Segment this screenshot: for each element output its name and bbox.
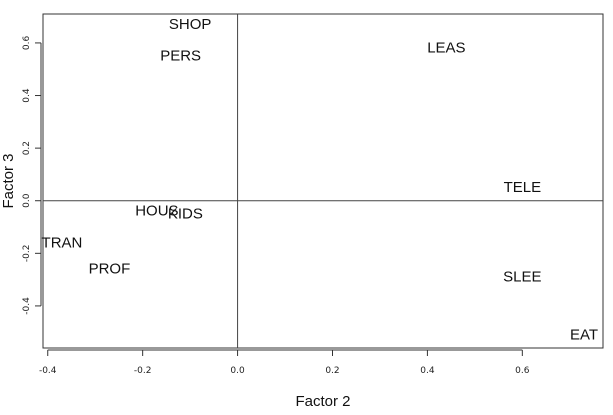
x-tick-label: 0.2 — [325, 366, 339, 376]
point-label-leas: LEAS — [427, 40, 465, 57]
point-label-tele: TELE — [504, 179, 542, 196]
y-tick-label: 0.6 — [22, 36, 32, 51]
y-tick-label: 0.0 — [22, 193, 32, 208]
y-tick-label: 0.2 — [22, 141, 32, 155]
x-axis: -0.4 -0.2 0.0 0.2 0.4 0.6 — [39, 349, 530, 376]
point-label-pers: PERS — [160, 48, 201, 65]
x-axis-title: Factor 2 — [295, 393, 350, 410]
x-tick-label: 0.4 — [420, 366, 435, 376]
x-tick-label: 0.6 — [515, 366, 530, 376]
x-tick-label: -0.2 — [134, 366, 152, 376]
x-tick-label: 0.0 — [230, 366, 245, 376]
point-label-shop: SHOP — [169, 16, 212, 33]
point-label-eat: EAT — [570, 326, 598, 343]
y-axis-title: Factor 3 — [0, 153, 17, 208]
point-label-prof: PROF — [89, 261, 131, 278]
y-tick-label: 0.4 — [22, 88, 32, 103]
y-tick-label: -0.4 — [22, 297, 32, 315]
x-tick-label: -0.4 — [39, 366, 57, 376]
point-label-tran: TRAN — [42, 234, 83, 251]
point-label-slee: SLEE — [503, 268, 541, 285]
reference-lines — [43, 14, 603, 348]
point-label-hous: HOUS — [135, 203, 178, 220]
y-axis: -0.4 -0.2 0.0 0.2 0.4 0.6 — [22, 36, 42, 315]
point-label-kids: KIDS — [168, 205, 203, 222]
plot-frame — [42, 13, 604, 349]
y-tick-label: -0.2 — [22, 245, 32, 263]
